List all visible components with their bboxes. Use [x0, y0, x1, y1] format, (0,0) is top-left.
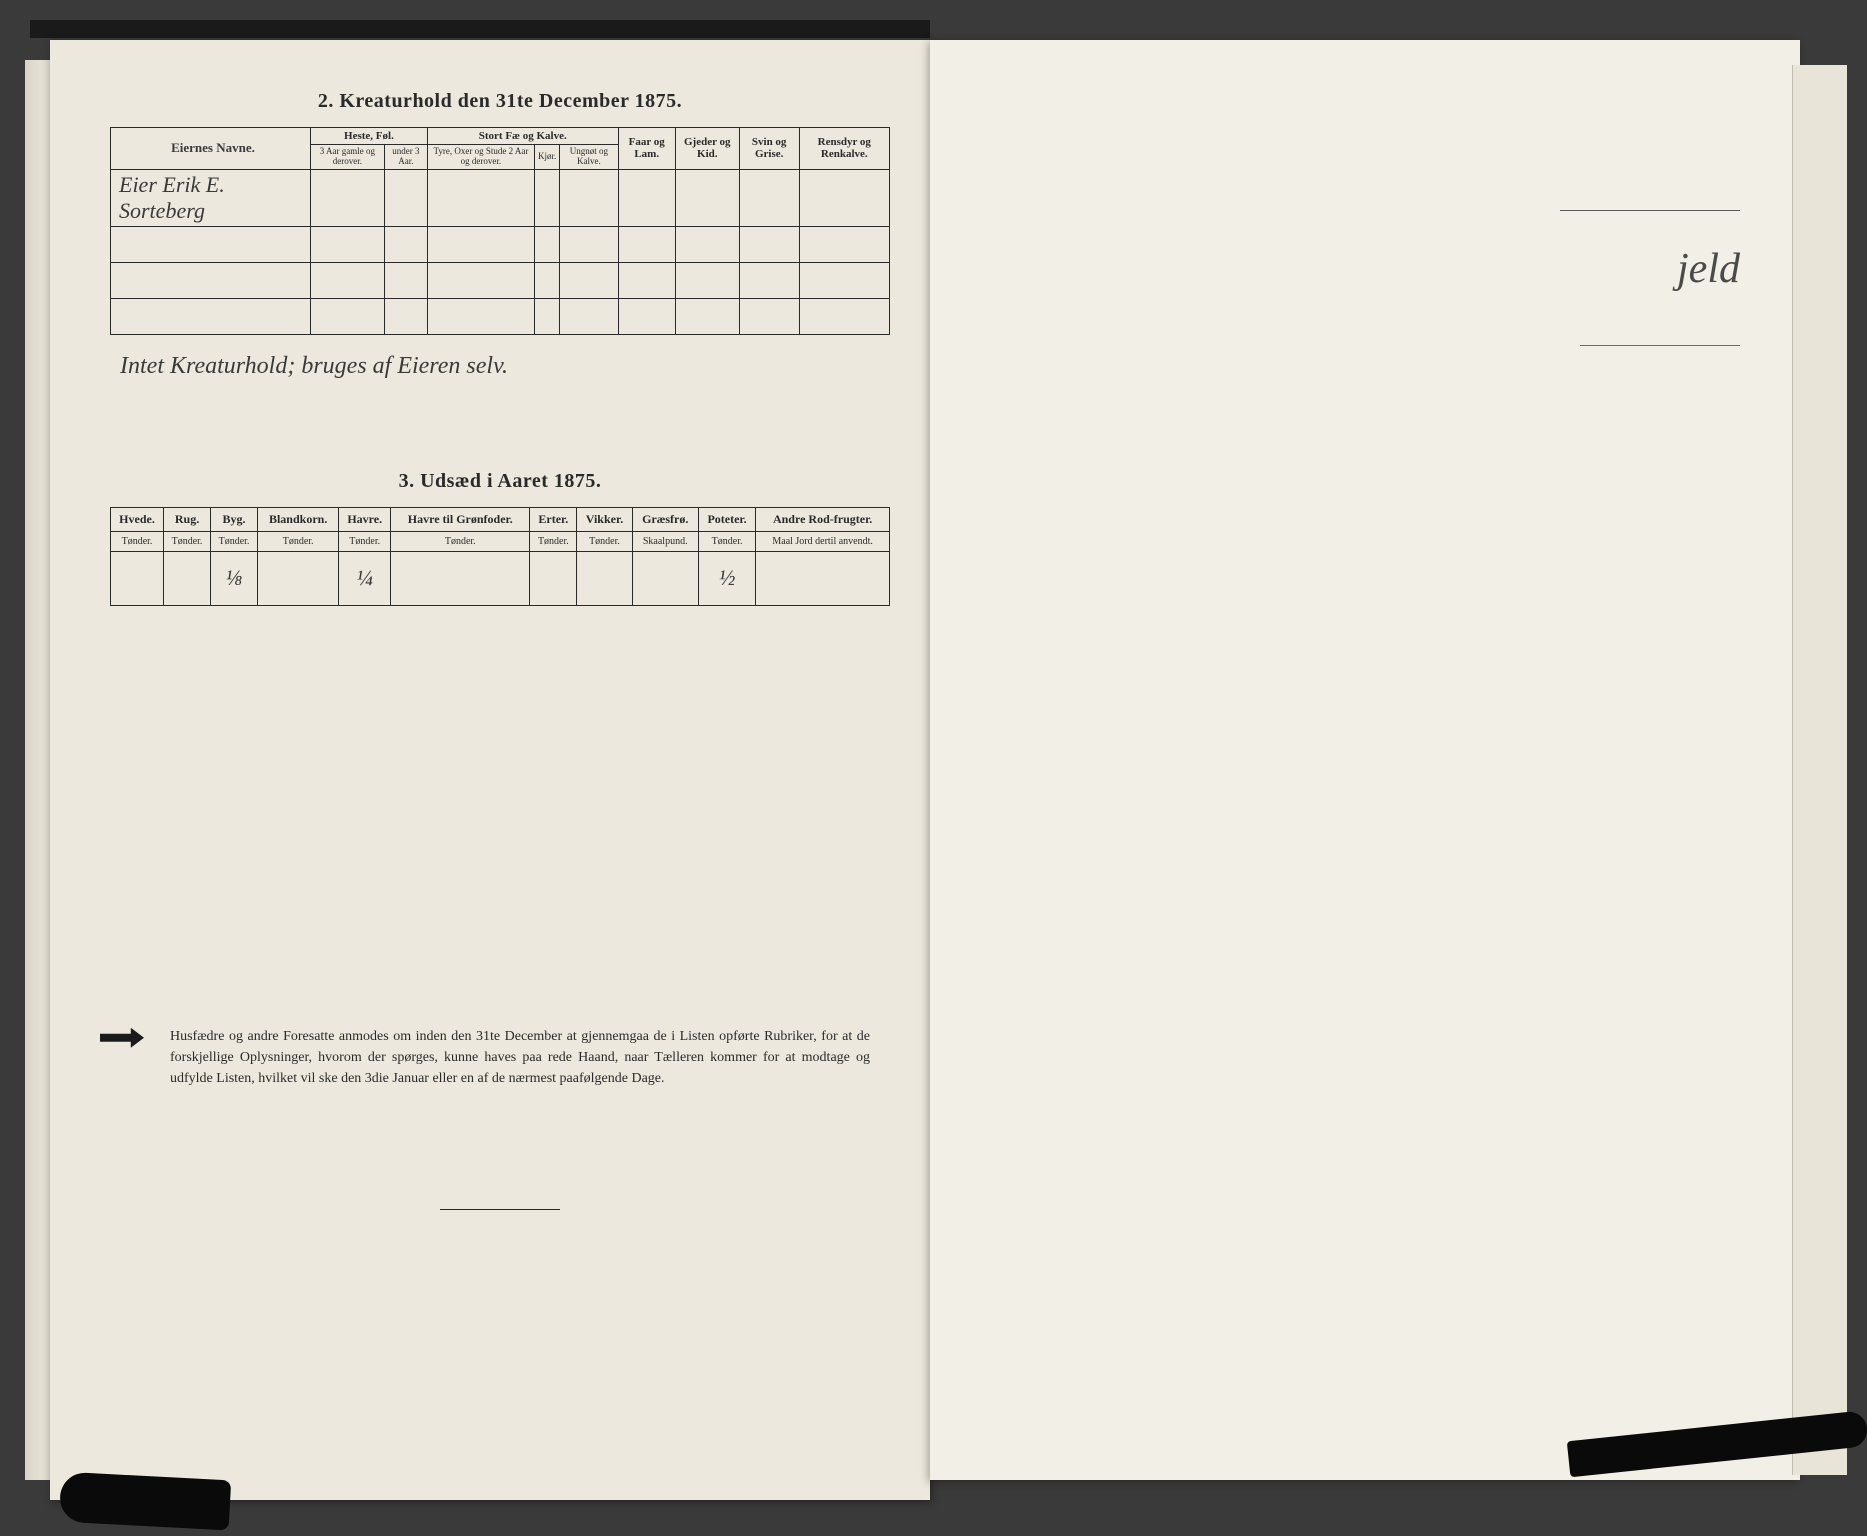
col-faar: Faar og Lam.	[618, 128, 675, 170]
sub-heste2: under 3 Aar.	[384, 145, 427, 170]
t2-val	[530, 551, 577, 605]
footer-text: Husfædre og andre Foresatte anmodes om i…	[170, 1029, 870, 1086]
t2-unit: Tønder.	[530, 531, 577, 551]
t2-unit-row: Tønder. Tønder. Tønder. Tønder. Tønder. …	[111, 531, 890, 551]
t2-val	[258, 551, 339, 605]
t2-col: Poteter.	[698, 507, 755, 531]
col-group-heste: Heste, Føl.	[311, 128, 428, 145]
t2-val	[632, 551, 698, 605]
footer-rule	[440, 1209, 560, 1210]
livestock-table: Eiernes Navne. Heste, Føl. Stort Fæ og K…	[110, 127, 890, 335]
footer-note: Husfædre og andre Foresatte anmodes om i…	[110, 1026, 890, 1089]
col-gjeder: Gjeder og Kid.	[675, 128, 739, 170]
t2-unit: Tønder.	[391, 531, 530, 551]
t2-val	[391, 551, 530, 605]
sub-fae1: Tyre, Oxer og Stude 2 Aar og derover.	[427, 145, 534, 170]
right-line	[1560, 210, 1740, 211]
right-handwriting: jeld	[1677, 245, 1740, 293]
section2-title: 2. Kreaturhold den 31te December 1875.	[110, 90, 890, 113]
t2-unit: Tønder.	[339, 531, 391, 551]
col-group-stortfae: Stort Fæ og Kalve.	[427, 128, 618, 145]
t2-unit: Tønder.	[111, 531, 164, 551]
t2-col: Hvede.	[111, 507, 164, 531]
hand-pointer-icon	[100, 1028, 144, 1048]
table-row	[111, 298, 890, 334]
right-line	[1580, 345, 1740, 346]
t2-unit: Tønder.	[577, 531, 632, 551]
t2-val: ⅛	[211, 551, 258, 605]
t2-unit: Tønder.	[211, 531, 258, 551]
section3-title: 3. Udsæd i Aaret 1875.	[110, 470, 890, 493]
t2-col: Græsfrø.	[632, 507, 698, 531]
sowing-table: Hvede. Rug. Byg. Blandkorn. Havre. Havre…	[110, 507, 890, 606]
sub-heste1: 3 Aar gamle og derover.	[311, 145, 385, 170]
table-row: ⅛ ¼ ½	[111, 551, 890, 605]
col-owner: Eiernes Navne.	[111, 128, 311, 170]
sub-fae3: Ungnøt og Kalve.	[560, 145, 618, 170]
t2-col: Vikker.	[577, 507, 632, 531]
table-row: Eier Erik E. Sorteberg	[111, 169, 890, 226]
t2-val	[111, 551, 164, 605]
t2-col: Byg.	[211, 507, 258, 531]
t2-col: Havre.	[339, 507, 391, 531]
t2-col: Havre til Grønfoder.	[391, 507, 530, 531]
t2-col: Erter.	[530, 507, 577, 531]
right-edge-strip	[1792, 65, 1847, 1475]
right-page: jeld	[930, 40, 1800, 1480]
t2-unit: Tønder.	[258, 531, 339, 551]
t2-col: Blandkorn.	[258, 507, 339, 531]
t2-col: Andre Rod-frugter.	[756, 507, 890, 531]
top-dark-bar	[30, 20, 930, 38]
t2-unit: Tønder.	[164, 531, 211, 551]
t2-val	[577, 551, 632, 605]
owner-name: Eier Erik E. Sorteberg	[111, 169, 311, 226]
t2-header-row: Hvede. Rug. Byg. Blandkorn. Havre. Havre…	[111, 507, 890, 531]
t2-val: ½	[698, 551, 755, 605]
handwritten-note: Intet Kreaturhold; bruges af Eieren selv…	[120, 353, 890, 380]
table-row	[111, 262, 890, 298]
t2-unit: Maal Jord dertil anvendt.	[756, 531, 890, 551]
left-page: 2. Kreaturhold den 31te December 1875. E…	[50, 40, 930, 1500]
t2-col: Rug.	[164, 507, 211, 531]
col-svin: Svin og Grise.	[739, 128, 799, 170]
binder-clip	[59, 1472, 231, 1531]
col-rensdyr: Rensdyr og Renkalve.	[799, 128, 889, 170]
t2-unit: Tønder.	[698, 531, 755, 551]
t2-val	[164, 551, 211, 605]
table-row	[111, 226, 890, 262]
t2-val: ¼	[339, 551, 391, 605]
t2-val	[756, 551, 890, 605]
sub-fae2: Kjør.	[534, 145, 559, 170]
t2-unit: Skaalpund.	[632, 531, 698, 551]
